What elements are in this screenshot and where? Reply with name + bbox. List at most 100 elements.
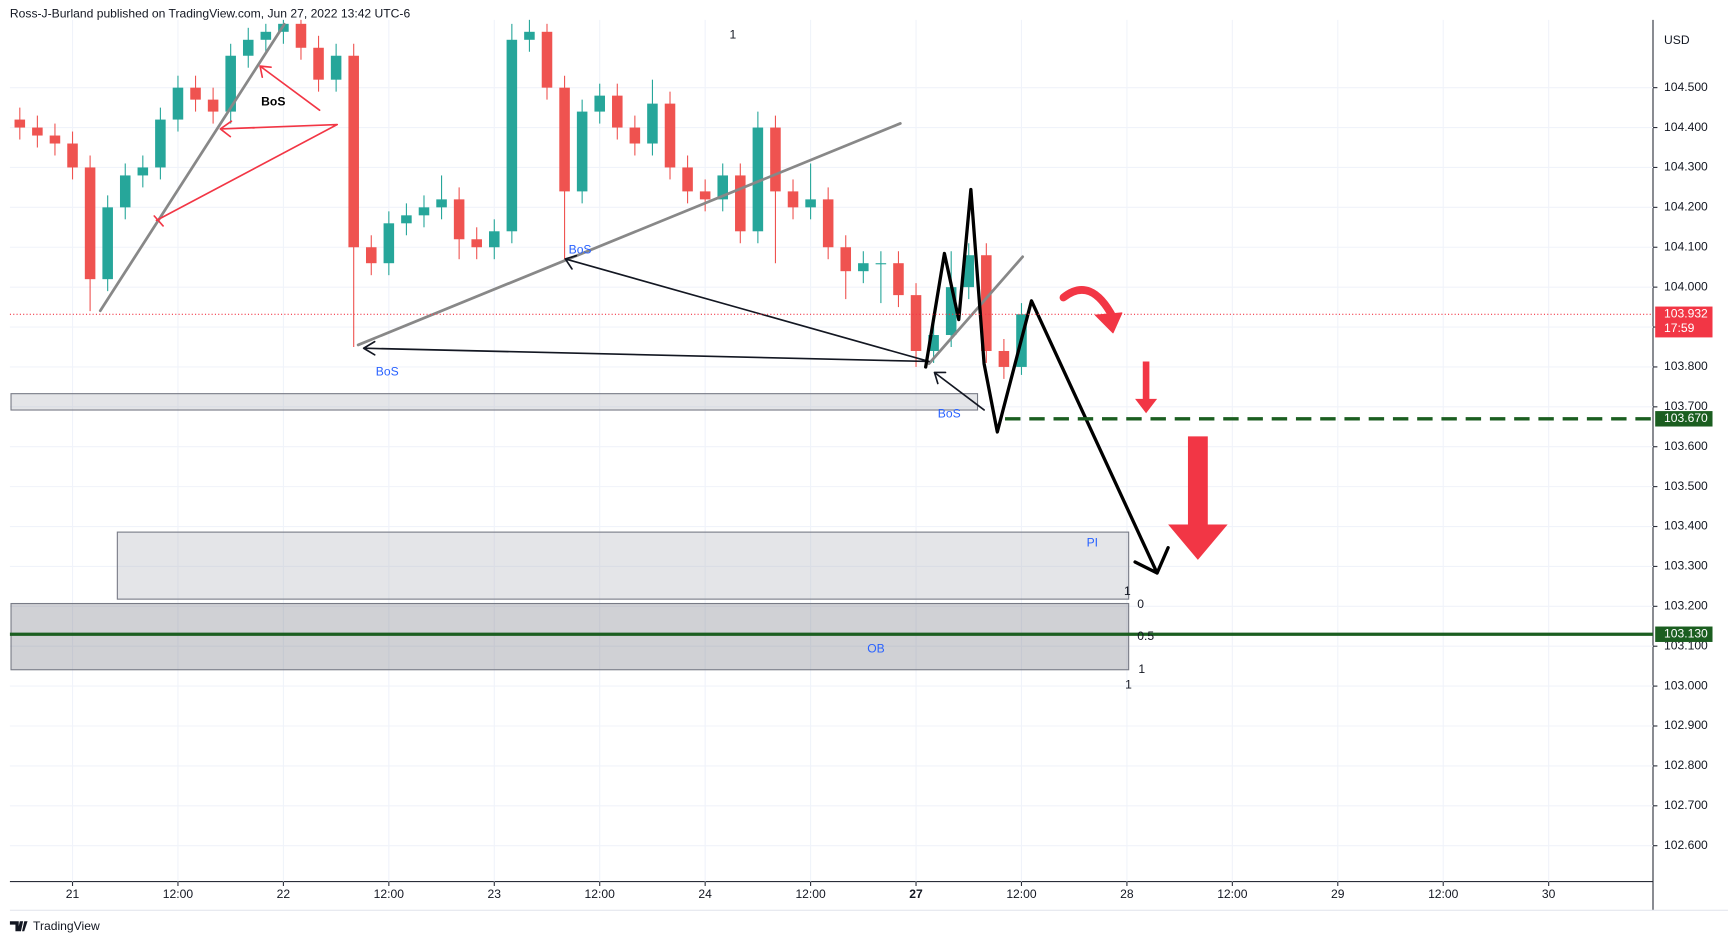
y-tick-label: 103.300: [1664, 559, 1708, 573]
candle-body: [401, 215, 412, 224]
annotation: 1: [1125, 678, 1132, 692]
y-tick-label: 103.600: [1664, 439, 1708, 453]
candle-body: [506, 39, 518, 232]
countdown-label: 17:59: [1664, 321, 1695, 335]
candle-body: [647, 103, 658, 144]
grid: 102.600 102.700 102.800 102.900 103.000 103.1…: [9, 19, 1708, 901]
candle-body: [524, 31, 535, 40]
candle-body: [155, 119, 166, 168]
down-arrow-big: [1168, 436, 1228, 560]
candle-body: [770, 127, 781, 192]
x-tick-label: 12:00: [795, 887, 826, 901]
level-tag: [1655, 411, 1713, 427]
x-tick-label: 22: [277, 887, 291, 901]
candle-body: [752, 127, 764, 232]
candle-body: [32, 127, 43, 136]
annotation: BoS: [261, 95, 285, 109]
candle-body: [453, 199, 465, 240]
annotation: BoS: [376, 365, 399, 379]
candle-body: [418, 207, 430, 216]
zone: [10, 393, 979, 411]
candle-body: [348, 55, 359, 248]
candle-body: [260, 31, 272, 40]
annotation: 1: [730, 27, 737, 41]
annotation: 1: [1138, 662, 1145, 676]
candle-body: [471, 239, 482, 248]
y-tick-label: 102.800: [1664, 758, 1708, 772]
candle-body: [840, 247, 852, 272]
candle-body: [436, 199, 447, 208]
candle-body: [858, 263, 869, 272]
currency: USD: [1664, 33, 1690, 47]
candle-body: [84, 167, 96, 280]
y-tick-label: 104.400: [1664, 120, 1708, 134]
y-tick-label: 103.000: [1664, 678, 1708, 692]
y-tick-label: 103.400: [1664, 519, 1708, 533]
candle-body: [805, 199, 816, 208]
annotation: OB: [867, 641, 885, 655]
y-tick-label: 104.100: [1664, 239, 1708, 253]
y-tick-label: 104.300: [1664, 160, 1708, 174]
down-arrow-small: [1135, 361, 1158, 414]
candle-body: [172, 87, 184, 120]
projection-zigzag: [924, 187, 1170, 575]
x-tick-label: 29: [1331, 887, 1345, 901]
candle-body: [629, 127, 641, 144]
candle-body: [207, 99, 219, 112]
x-tick-label: 21: [66, 887, 80, 901]
x-tick-label: 12:00: [163, 887, 194, 901]
y-tick-label: 103.700: [1664, 399, 1708, 413]
candle-body: [612, 95, 623, 128]
candle-body: [822, 199, 834, 248]
drawings: [98, 22, 1228, 575]
annotation: PI: [1087, 535, 1098, 549]
y-tick-label: 104.500: [1664, 80, 1708, 94]
last-price-tag: [1655, 306, 1713, 338]
annotation: BoS: [569, 242, 592, 256]
black-arrows: [362, 254, 985, 411]
trendline: [356, 122, 902, 347]
candle-body: [928, 335, 939, 351]
red-arrows: [153, 65, 339, 227]
curved-arrow: [1059, 286, 1117, 322]
candle-body: [945, 287, 957, 336]
candle-body: [119, 175, 131, 208]
level-label: 103.670: [1664, 411, 1708, 425]
annotation: BoS: [938, 407, 961, 421]
x-tick-label: 12:00: [374, 887, 405, 901]
candle-body: [735, 175, 746, 232]
zones: [10, 393, 1130, 671]
candle-body: [365, 247, 377, 264]
candle-body: [576, 111, 588, 192]
candle-body: [330, 55, 342, 80]
annotation: 0.5: [1137, 629, 1154, 643]
candle-body: [559, 87, 570, 192]
candle-body: [137, 167, 149, 176]
candle-body: [717, 175, 729, 200]
y-tick-label: 104.000: [1664, 279, 1708, 293]
candle-body: [787, 191, 799, 208]
y-tick-label: 103.200: [1664, 599, 1708, 613]
x-tick-label: 24: [698, 887, 712, 901]
zone: [116, 531, 1130, 600]
x-tick-label: 12:00: [585, 887, 616, 901]
trendline: [927, 255, 1025, 366]
footer: TradingView: [33, 919, 100, 933]
x-tick-label: 30: [1542, 887, 1556, 901]
candle-body: [963, 255, 975, 288]
header: Ross-J-Burland published on TradingView.…: [10, 7, 411, 21]
candle-body: [225, 55, 236, 112]
candle-body: [313, 47, 324, 80]
level-label: 103.130: [1664, 626, 1708, 640]
candle-body: [875, 263, 887, 265]
y-tick-label: 104.200: [1664, 200, 1708, 214]
candle-body: [102, 207, 113, 280]
x-tick-label: 28: [1120, 887, 1134, 901]
candle-body: [49, 135, 61, 144]
y-tick-label: 103.500: [1664, 479, 1708, 493]
x-tick-label: 12:00: [1217, 887, 1248, 901]
y-tick-label: 102.600: [1664, 838, 1708, 852]
